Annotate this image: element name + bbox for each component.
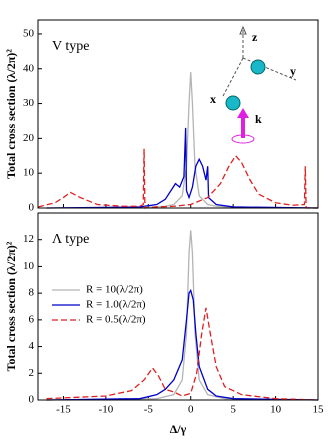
x-axis xyxy=(221,57,244,99)
y-tick-label: 0 xyxy=(29,202,35,214)
legend-label: R = 0.5(λ/2π) xyxy=(86,314,146,326)
y-tick-label: 0 xyxy=(29,394,35,406)
series-line xyxy=(46,288,319,401)
series-line xyxy=(46,230,319,401)
atom xyxy=(250,59,266,75)
y-tick-label: 50 xyxy=(23,27,35,39)
x-axis-label: Δ/γ xyxy=(170,422,187,436)
y-axis xyxy=(242,57,297,81)
y-tick-label: 2 xyxy=(29,367,35,379)
y-axis-label: Total cross section (λ/2π)² xyxy=(4,49,18,179)
panel: 0 10 20 30 40 50 V type Total cross section (λ/… xyxy=(4,19,319,214)
y-tick-label: 20 xyxy=(23,132,35,144)
inset-label: z xyxy=(252,30,258,44)
inset-label: x xyxy=(210,92,216,106)
y-tick-label: 4 xyxy=(29,340,35,352)
x-tick-label: 10 xyxy=(270,404,282,416)
x-tick-label: -10 xyxy=(99,404,114,416)
x-tick-label: 0 xyxy=(188,404,194,416)
panel-label: Λ type xyxy=(52,232,89,247)
k-arrowhead xyxy=(237,108,249,118)
plot-frame xyxy=(37,19,319,209)
panel: 0 2 4 6 8 10 12 -15 -10 -5 0 5 10 15 R = 10(λ/2π) R = 1… xyxy=(4,212,325,436)
x-tick-label: 5 xyxy=(230,404,236,416)
inset-diagram: z y x k xyxy=(210,25,297,144)
legend-label: R = 10(λ/2π) xyxy=(86,284,143,296)
inset-label: y xyxy=(290,64,296,78)
y-axis-label: Total cross section (λ/2π)² xyxy=(4,241,18,371)
y-tick-label: 10 xyxy=(23,260,35,272)
y-tick-label: 30 xyxy=(23,97,35,109)
y-tick-label: 6 xyxy=(29,313,35,325)
series-line xyxy=(46,307,319,401)
x-tick-label: -15 xyxy=(56,404,71,416)
panel-label: V type xyxy=(52,39,89,54)
y-tick-label: 40 xyxy=(23,62,35,74)
polarization xyxy=(231,134,255,144)
x-tick-label: 15 xyxy=(313,404,325,416)
series-line xyxy=(46,127,319,209)
y-tick-label: 10 xyxy=(23,167,35,179)
atom xyxy=(225,95,241,111)
legend-label: R = 1.0(λ/2π) xyxy=(86,299,146,311)
series-line xyxy=(46,72,319,209)
z-arrow xyxy=(239,25,247,35)
series-line xyxy=(37,148,318,209)
plot-frame xyxy=(37,212,319,401)
y-tick-label: 8 xyxy=(29,287,35,299)
inset-label: k xyxy=(255,112,262,126)
y-tick-label: 12 xyxy=(23,233,34,245)
x-tick-label: -5 xyxy=(144,404,154,416)
